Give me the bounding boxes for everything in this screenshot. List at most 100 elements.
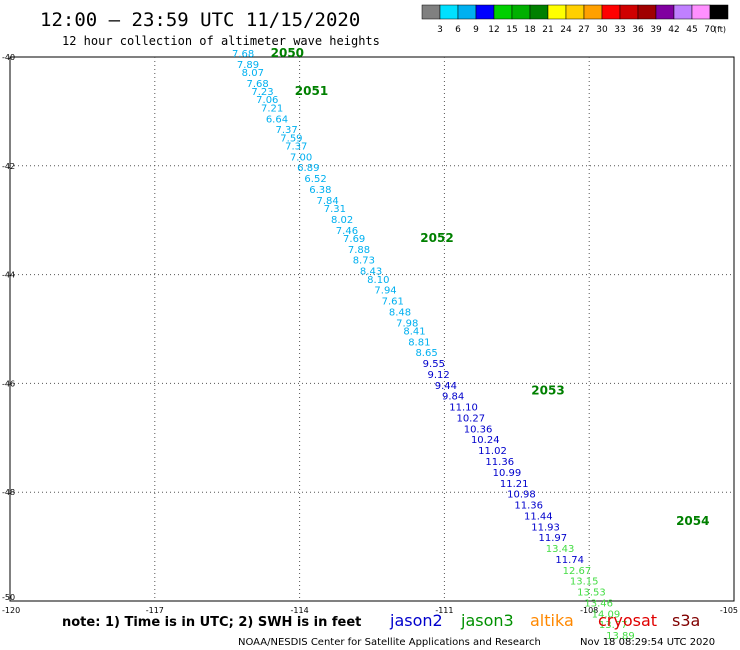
scale-swatch [511, 4, 531, 20]
wave-height-point: 9.44 [435, 381, 457, 392]
scale-swatch [583, 4, 603, 20]
wave-height-point: 8.43 [360, 267, 382, 278]
x-tick-label: -108 [580, 606, 598, 615]
wave-height-point: 11.74 [555, 555, 584, 566]
wave-height-point: 7.88 [348, 245, 370, 256]
wave-height-point: 6.38 [309, 185, 331, 196]
wave-height-point: 10.27 [456, 413, 485, 424]
wave-height-point: 7.59 [280, 133, 302, 144]
wave-height-point: 6.52 [304, 174, 326, 185]
y-tick-label: -44 [2, 271, 15, 280]
plot-frame [9, 56, 735, 602]
wave-height-point: 8.73 [353, 256, 375, 267]
wave-height-point: 11.02 [478, 446, 507, 457]
time-label: 2054 [676, 514, 709, 528]
wave-height-point: 7.21 [261, 103, 283, 114]
wave-height-point: 7.94 [374, 286, 396, 297]
wave-height-point: 8.65 [415, 348, 437, 359]
wave-height-point: 7.06 [256, 95, 278, 106]
scale-swatch [691, 4, 711, 20]
scale-label: 6 [455, 25, 461, 35]
time-label: 2051 [295, 84, 328, 98]
wave-height-point: 6.89 [297, 163, 319, 174]
grid-lines [10, 57, 734, 601]
wave-height-point: 13.77 [599, 620, 628, 631]
scale-label: 12 [488, 25, 499, 35]
scale-label: 9 [473, 25, 479, 35]
wave-height-point: 11.10 [449, 403, 478, 414]
scale-label: 70 [704, 25, 716, 35]
wave-height-point: 11.44 [524, 511, 553, 522]
y-tick-label: -46 [2, 379, 15, 388]
wave-height-point: 10.36 [464, 424, 493, 435]
y-tick-label: -48 [2, 488, 15, 497]
scale-label: 33 [614, 25, 625, 35]
legend-entry: jason2 [389, 611, 443, 630]
scale-swatch [655, 4, 675, 20]
wave-height-point: 7.37 [285, 141, 307, 152]
wave-height-point: 10.99 [493, 468, 522, 479]
wave-height-point: 9.84 [442, 392, 464, 403]
y-edge-label: -40 [2, 53, 15, 62]
time-label: 2053 [531, 383, 564, 397]
wave-height-point: 13.15 [570, 577, 599, 588]
scale-label: 45 [686, 25, 697, 35]
footer-note: note: 1) Time is in UTC; 2) SWH is in fe… [62, 615, 361, 630]
wave-height-point: 10.24 [471, 435, 500, 446]
wave-height-point: 7.00 [290, 152, 312, 163]
scale-label: 36 [632, 25, 644, 35]
legend-entry: s3a [672, 611, 700, 630]
scale-label: 39 [650, 25, 662, 35]
scale-label: 24 [560, 25, 572, 35]
wave-height-point: 7.69 [343, 234, 365, 245]
wave-height-point: 11.36 [514, 501, 543, 512]
wave-height-point: 8.10 [367, 275, 389, 286]
wave-height-point: 7.68 [232, 49, 254, 60]
wave-height-point: 8.81 [408, 337, 430, 348]
legend-entry: jason3 [460, 611, 514, 630]
scale-label: 3 [437, 25, 443, 35]
scale-swatch [673, 4, 693, 20]
x-edge-label: -120 [2, 606, 20, 615]
wave-height-point: 11.36 [485, 457, 514, 468]
scale-swatch [709, 4, 729, 20]
data-marks: 7.687.898.077.687.237.067.216.647.377.59… [232, 46, 709, 642]
wave-height-point: 9.55 [423, 359, 445, 370]
footer-timestamp: Nov 18 08:29:54 UTC 2020 [580, 637, 715, 648]
scale-swatch [457, 4, 477, 20]
wave-height-point: 8.48 [389, 307, 411, 318]
x-tick-label: -111 [435, 606, 453, 615]
legend-entry: altika [530, 611, 574, 630]
wave-height-point: 7.46 [336, 226, 358, 237]
chart-title: 12:00 — 23:59 UTC 11/15/2020 [40, 9, 360, 31]
time-label: 2050 [271, 46, 304, 60]
scale-unit: (ft) [714, 25, 726, 34]
scale-label: 42 [668, 25, 679, 35]
wave-height-point: 9.12 [428, 370, 450, 381]
scale-swatch [637, 4, 657, 20]
wave-height-point: 8.07 [242, 68, 264, 79]
time-label: 2052 [420, 231, 453, 245]
wave-height-point: 14.09 [592, 609, 621, 620]
wave-height-point: 10.98 [507, 490, 536, 501]
color-scale-legend: 3 6 9 12 15 18 21 24 27 30 33 36 39 42 45 70 [421, 4, 729, 35]
scale-label: 21 [542, 25, 553, 35]
wave-height-point: 11.93 [531, 522, 560, 533]
scale-swatch [601, 4, 621, 20]
scale-swatch [565, 4, 585, 20]
footer-credit: NOAA/NESDIS Center for Satellite Applica… [238, 637, 541, 648]
scale-label: 27 [578, 25, 589, 35]
scale-swatch [619, 4, 639, 20]
wave-height-point: 7.89 [237, 60, 259, 71]
scale-label: 30 [596, 25, 608, 35]
satellite-legend: jason2 jason3 altika cryosat s3a [389, 611, 700, 630]
wave-height-point: 13.46 [584, 598, 613, 609]
wave-height-point: 13.89 [606, 631, 635, 642]
wave-height-point: 7.68 [247, 79, 269, 90]
wave-height-point: 13.53 [577, 588, 606, 599]
wave-height-point: 11.97 [539, 533, 568, 544]
wave-height-point: 13.43 [546, 544, 575, 555]
wave-height-point: 7.98 [396, 318, 418, 329]
x-tick-label: -114 [291, 606, 309, 615]
